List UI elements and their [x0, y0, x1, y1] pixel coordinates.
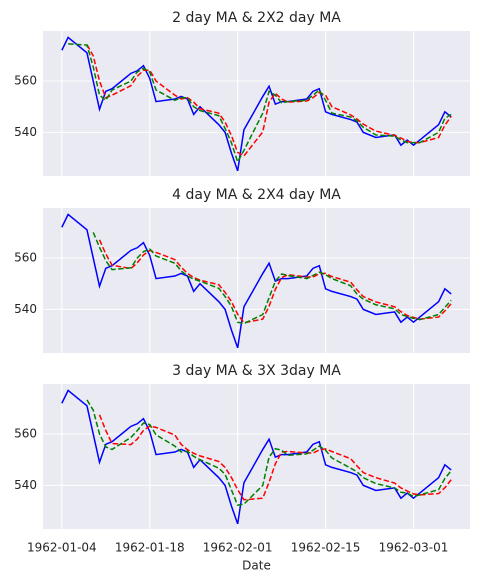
- series-line: [61, 389, 452, 525]
- x-axis-label: Date: [242, 559, 271, 573]
- y-tick-label: 540: [14, 478, 37, 492]
- x-tick-label: 1962-01-18: [115, 541, 185, 555]
- series-line: [98, 414, 452, 501]
- series-line: [92, 232, 452, 325]
- y-tick-label: 560: [14, 251, 37, 265]
- series-line: [61, 213, 452, 349]
- chart-title: 3 day MA & 3X 3day MA: [172, 363, 341, 379]
- x-tick-label: 1962-03-01: [379, 541, 449, 555]
- series-line: [86, 399, 452, 506]
- series-line: [86, 44, 452, 157]
- y-tick-label: 560: [14, 427, 37, 441]
- x-tick-label: 1962-02-01: [203, 541, 273, 555]
- y-tick-label: 540: [14, 125, 37, 139]
- plot-area: [43, 31, 470, 176]
- x-tick-label: 1962-01-04: [27, 541, 97, 555]
- chart-title: 2 day MA & 2X2 day MA: [172, 10, 341, 26]
- plot-area: [43, 208, 470, 353]
- series-line: [68, 43, 452, 164]
- y-tick-label: 540: [14, 302, 37, 316]
- plot-area: [43, 384, 470, 529]
- x-tick-label: 1962-02-15: [291, 541, 361, 555]
- series-line: [98, 239, 452, 324]
- y-tick-label: 560: [14, 74, 37, 88]
- chart-title: 4 day MA & 2X4 day MA: [172, 187, 341, 203]
